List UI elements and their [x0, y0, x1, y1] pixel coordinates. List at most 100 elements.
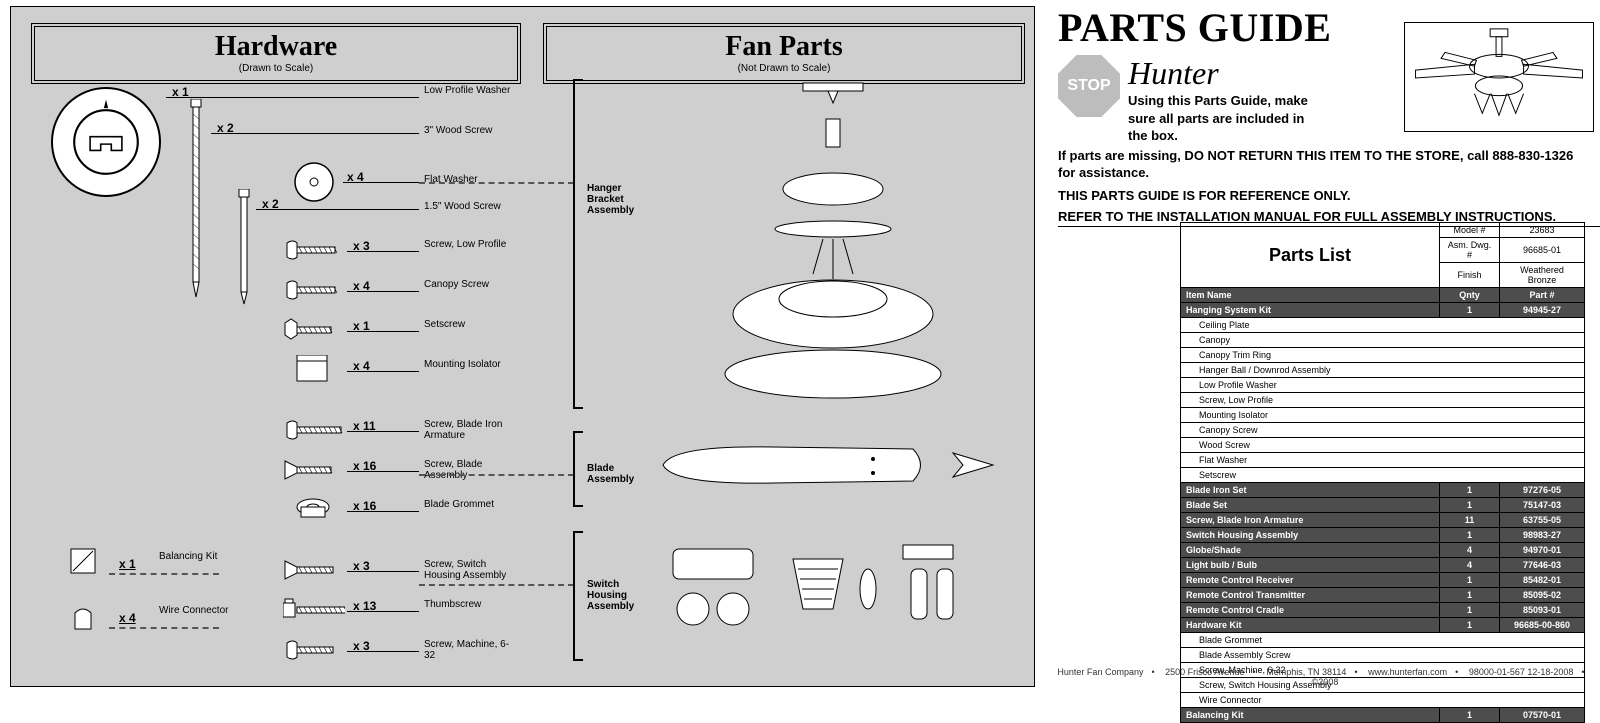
- cell-name: Flat Washer: [1181, 453, 1585, 468]
- guide-panel: PARTS GUIDE STOP Hunter Using this Parts…: [1050, 0, 1600, 691]
- table-row: Wood Screw: [1181, 438, 1585, 453]
- table-row: Blade Set175147-03: [1181, 498, 1585, 513]
- ceiling-fan-icon: [1404, 22, 1594, 132]
- table-row: Remote Control Transmitter185095-02: [1181, 588, 1585, 603]
- cell-name: Blade Iron Set: [1181, 483, 1440, 498]
- hardware-qty: x 13: [353, 599, 376, 613]
- table-row: Remote Control Cradle185093-01: [1181, 603, 1585, 618]
- footer-line: Hunter Fan Company• 2500 Frisco Avenue• …: [1050, 667, 1600, 687]
- hardware-label: Screw, Blade Assembly: [424, 459, 514, 481]
- cell-name: Balancing Kit: [1181, 708, 1440, 723]
- info-label-1: Asm. Dwg. #: [1440, 238, 1500, 263]
- hardware-qty: x 3: [353, 559, 370, 573]
- table-row: Wire Connector: [1181, 693, 1585, 708]
- cell-name: Hardware Kit: [1181, 618, 1440, 633]
- footer-doc: 98000-01-567 12-18-2008: [1469, 667, 1574, 677]
- cell-name: Canopy: [1181, 333, 1585, 348]
- ref-line-1: THIS PARTS GUIDE IS FOR REFERENCE ONLY.: [1058, 188, 1600, 203]
- hardware-item-icon: [283, 555, 345, 585]
- col-part: Part #: [1500, 288, 1585, 303]
- cell-part: 98983-27: [1500, 528, 1585, 543]
- fanparts-area: Hanger Bracket Assembly Blade Assembly S…: [543, 79, 1025, 689]
- hanger-assembly-icon: [663, 79, 1003, 409]
- intro-line-2: If parts are missing, DO NOT RETURN THIS…: [1058, 147, 1588, 182]
- hardware-qty: x 4: [353, 359, 370, 373]
- hardware-area: x 1 Low Profile Washer x 2 3" Wood Screw…: [31, 79, 521, 689]
- info-value-0: 23683: [1500, 223, 1585, 238]
- hardware-item-icon: [283, 495, 345, 525]
- hardware-label: Thumbscrew: [424, 599, 514, 610]
- table-row: Low Profile Washer: [1181, 378, 1585, 393]
- hardware-label: Screw, Switch Housing Assembly: [424, 559, 514, 581]
- cell-name: Remote Control Cradle: [1181, 603, 1440, 618]
- hardware-label: Mounting Isolator: [424, 359, 514, 370]
- table-row: Screw, Blade Iron Armature1163755-05: [1181, 513, 1585, 528]
- table-row: Blade Assembly Screw: [1181, 648, 1585, 663]
- label-lpwasher: Low Profile Washer: [424, 85, 514, 96]
- hardware-label: Screw, Low Profile: [424, 239, 514, 250]
- wood-screw-1-5in-icon: [229, 189, 259, 309]
- qty-3wood: x 2: [217, 121, 234, 135]
- hardware-qty: x 4: [353, 279, 370, 293]
- hardware-qty: x 11: [353, 419, 376, 433]
- table-row: Blade Grommet: [1181, 633, 1585, 648]
- hardware-label: Canopy Screw: [424, 279, 514, 290]
- cell-name: Hanging System Kit: [1181, 303, 1440, 318]
- label-3wood: 3" Wood Screw: [424, 125, 514, 136]
- cell-part: 77646-03: [1500, 558, 1585, 573]
- info-value-1: 96685-01: [1500, 238, 1585, 263]
- qty-lpwasher: x 1: [172, 85, 189, 99]
- hardware-qty: x 3: [353, 639, 370, 653]
- stop-text: STOP: [1067, 77, 1110, 95]
- hardware-item-icon: [283, 595, 345, 625]
- table-row: Hardware Kit196685-00-860: [1181, 618, 1585, 633]
- table-row: Flat Washer: [1181, 453, 1585, 468]
- qty-15wood: x 2: [262, 197, 279, 211]
- cell-name: Blade Grommet: [1181, 633, 1585, 648]
- hardware-qty: x 16: [353, 499, 376, 513]
- cell-part: 07570-01: [1500, 708, 1585, 723]
- group-blade: Blade Assembly: [587, 463, 657, 485]
- hardware-label: Setscrew: [424, 319, 514, 330]
- hardware-qty: x 3: [353, 239, 370, 253]
- hardware-item-icon: [283, 315, 345, 345]
- footer-web: www.hunterfan.com: [1368, 667, 1447, 677]
- hardware-item-icon: [283, 275, 345, 305]
- cell-name: Blade Set: [1181, 498, 1440, 513]
- hardware-label: Screw, Blade Iron Armature: [424, 419, 514, 441]
- table-row: Globe/Shade494970-01: [1181, 543, 1585, 558]
- brand-logo: Hunter: [1128, 55, 1318, 92]
- cell-qty: 1: [1440, 588, 1500, 603]
- hardware-label: Screw, Machine, 6-32: [424, 639, 514, 661]
- fanparts-title: Fan Parts: [547, 31, 1021, 63]
- label-balancing: Balancing Kit: [159, 551, 217, 562]
- intro-line-1: Using this Parts Guide, make sure all pa…: [1128, 92, 1318, 145]
- fanparts-subtitle: (Not Drawn to Scale): [547, 63, 1021, 74]
- table-row: Canopy: [1181, 333, 1585, 348]
- footer-addr2: Memphis, TN 38114: [1266, 667, 1346, 677]
- wire-connector-icon: [71, 603, 95, 631]
- cell-part: 75147-03: [1500, 498, 1585, 513]
- ceiling-plate-icon: [51, 87, 161, 197]
- hardware-item-icon: [283, 415, 345, 445]
- label-wire: Wire Connector: [159, 605, 228, 616]
- info-label-0: Model #: [1440, 223, 1500, 238]
- table-row: Remote Control Receiver185482-01: [1181, 573, 1585, 588]
- cell-part: 85095-02: [1500, 588, 1585, 603]
- cell-qty: 11: [1440, 513, 1500, 528]
- table-row: Hanger Ball / Downrod Assembly: [1181, 363, 1585, 378]
- parts-list-table: Parts List Model # 23683 Asm. Dwg. # 966…: [1180, 222, 1585, 723]
- cell-name: Screw, Blade Iron Armature: [1181, 513, 1440, 528]
- table-row: Setscrew: [1181, 468, 1585, 483]
- parts-list-heading: Parts List: [1181, 223, 1440, 288]
- flat-washer-icon: [293, 161, 335, 203]
- qty-flat: x 4: [347, 170, 364, 184]
- hardware-title: Hardware: [35, 31, 517, 63]
- hardware-item-icon: [283, 455, 345, 485]
- stop-icon: STOP: [1058, 55, 1120, 117]
- hardware-item-icon: [283, 355, 345, 385]
- footer-copy: ©2008: [1312, 677, 1339, 687]
- info-value-2: Weathered Bronze: [1500, 263, 1585, 288]
- table-row: Balancing Kit107570-01: [1181, 708, 1585, 723]
- table-row: Canopy Trim Ring: [1181, 348, 1585, 363]
